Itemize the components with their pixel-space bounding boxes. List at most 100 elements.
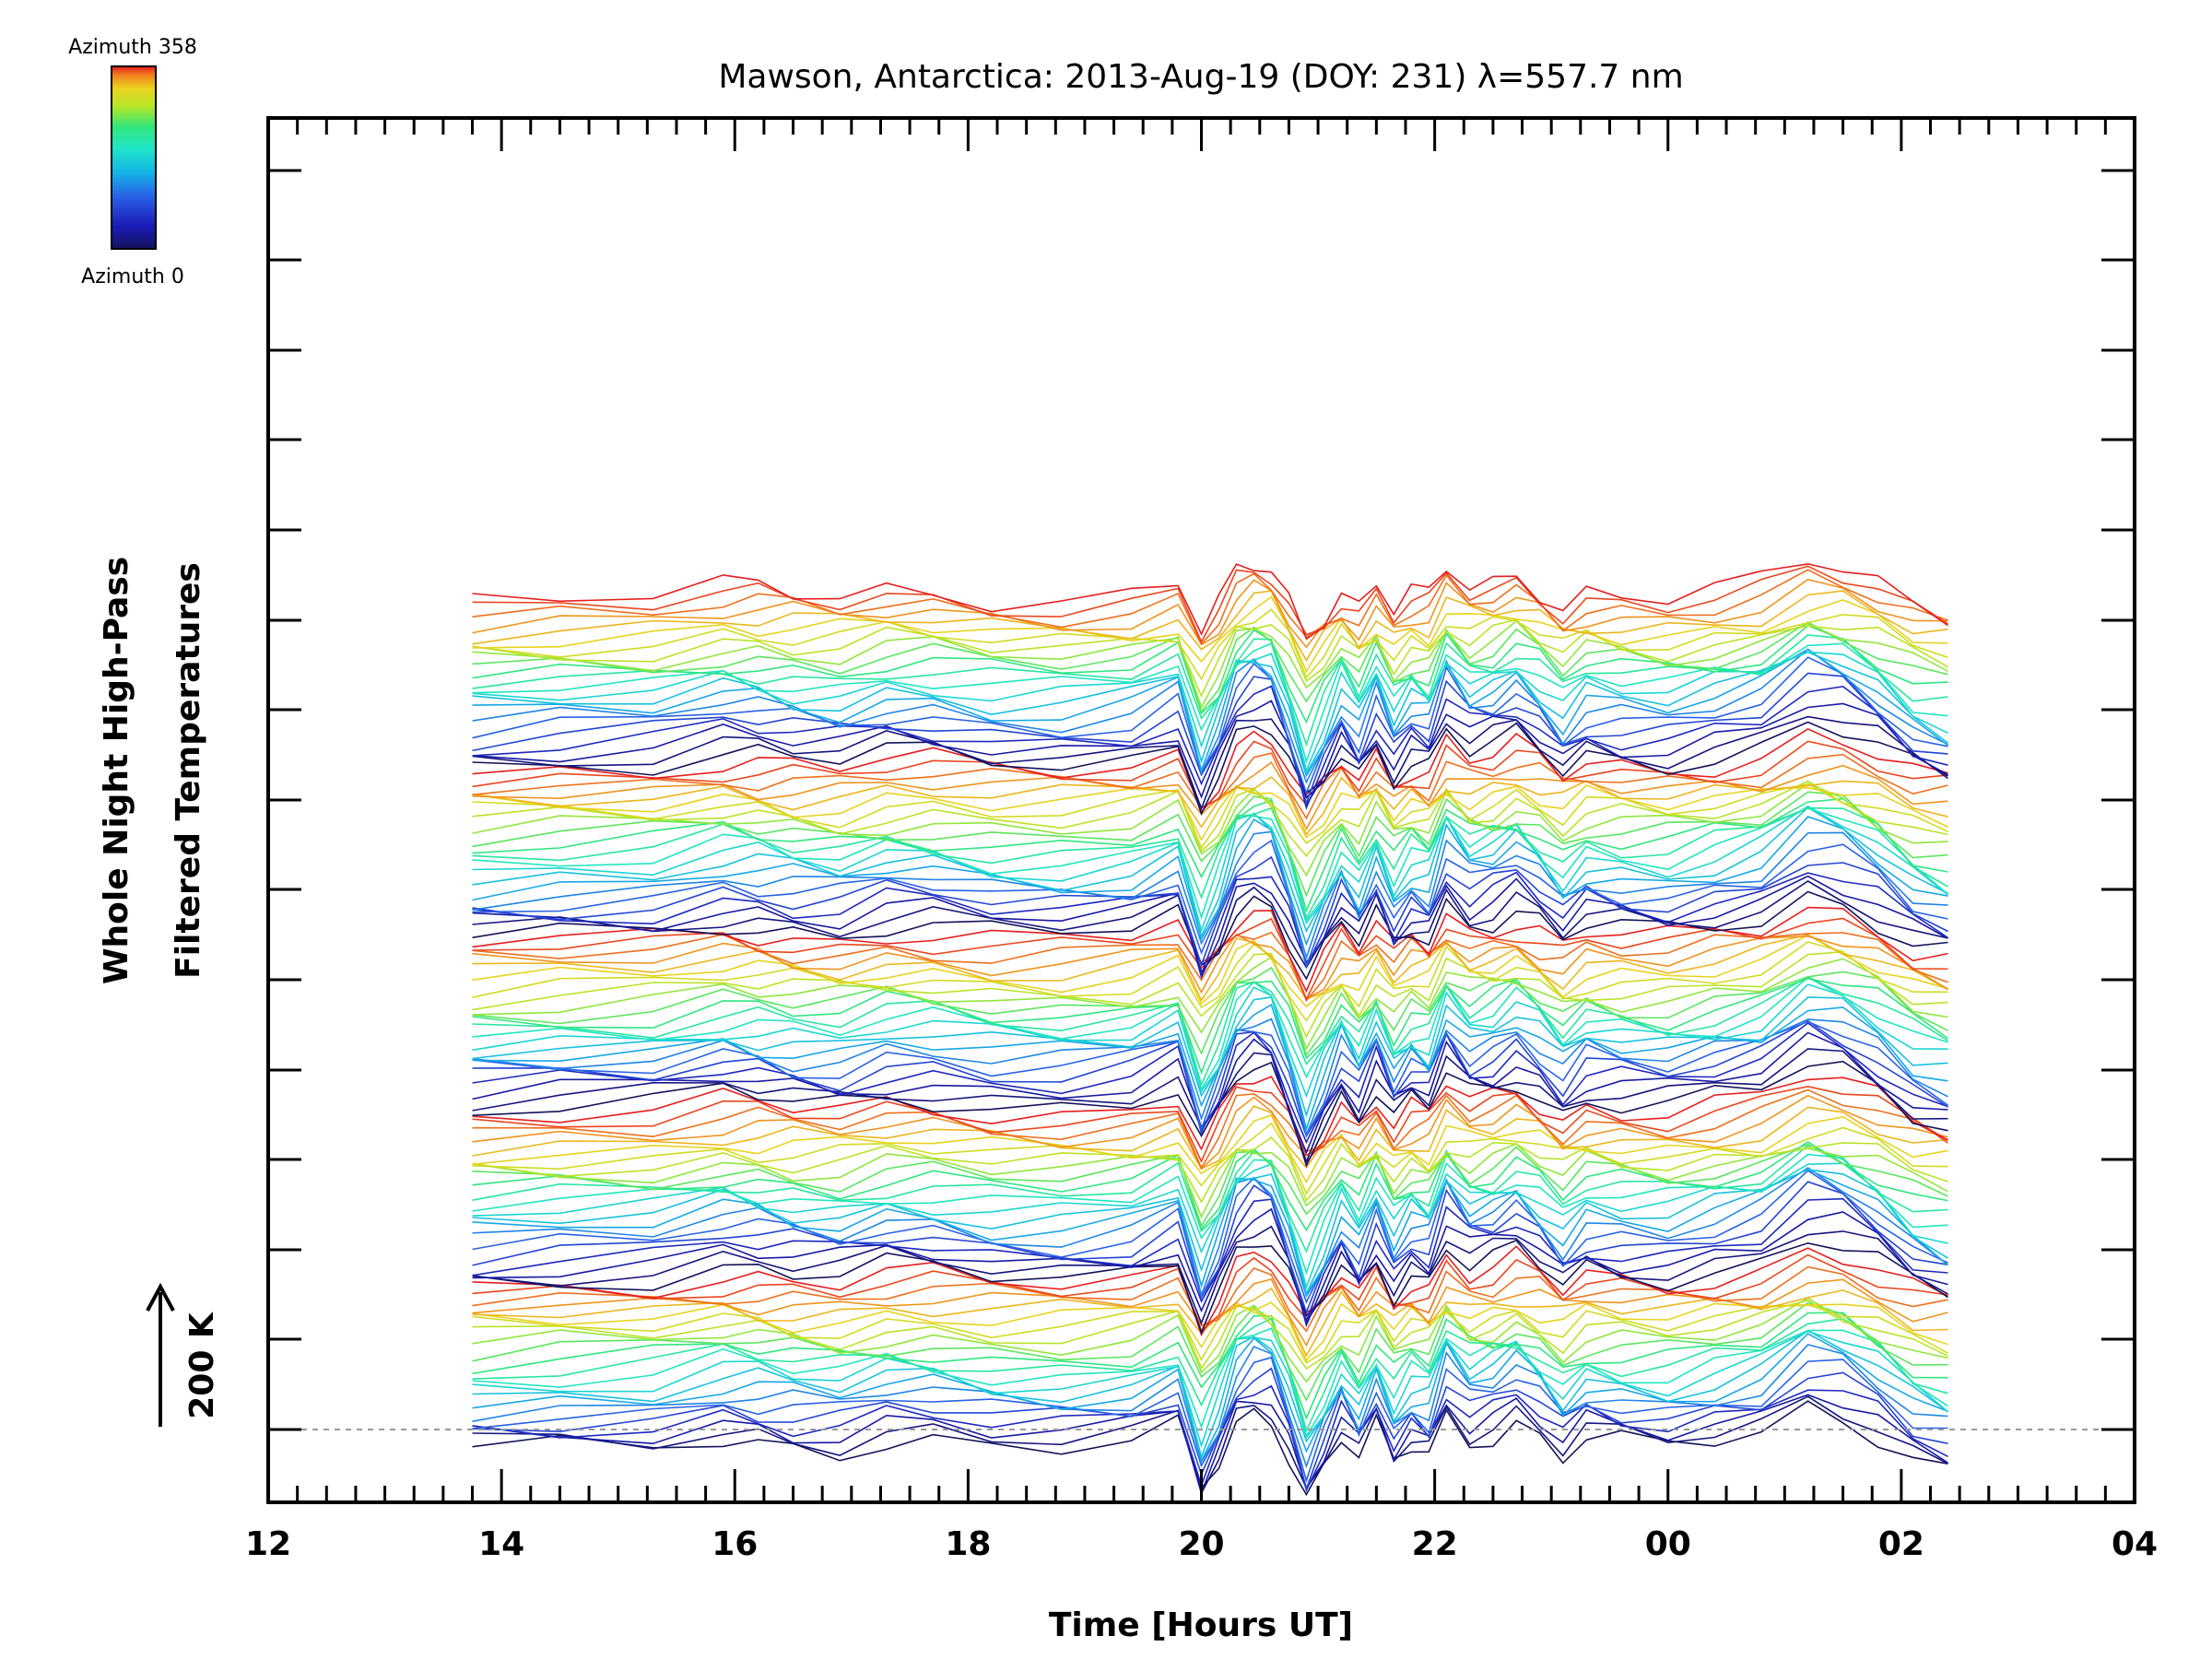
temperature-trace	[472, 1136, 1948, 1204]
temperature-trace	[472, 931, 1948, 1003]
temperature-trace	[472, 1394, 1948, 1496]
colorbar-top-label: Azimuth 358	[68, 36, 197, 59]
x-tick-label: 14	[478, 1525, 524, 1563]
temperature-trace	[472, 563, 1948, 641]
temperature-trace	[472, 1019, 1948, 1138]
temperature-trace	[472, 917, 1948, 1002]
temperature-trace	[472, 740, 1948, 809]
temperature-trace	[472, 875, 1948, 980]
temperature-trace	[472, 1181, 1948, 1315]
temperature-trace	[472, 715, 1948, 811]
x-tick-label: 22	[1412, 1525, 1458, 1563]
temperature-trace	[472, 1239, 1948, 1335]
x-tick-label: 12	[245, 1525, 291, 1563]
temperature-trace	[472, 783, 1948, 841]
temperature-trace	[472, 1265, 1948, 1333]
temperature-trace	[472, 656, 1948, 795]
temperature-trace	[472, 1317, 1948, 1433]
temperature-trace	[472, 721, 1948, 816]
temperature-trace	[472, 1048, 1948, 1164]
scale-bar-label: 200 K	[183, 1312, 221, 1419]
temperature-trace	[472, 1245, 1948, 1337]
temperature-trace	[472, 1143, 1948, 1219]
temperature-trace	[472, 975, 1948, 1088]
temperature-trace	[472, 1060, 1948, 1168]
temperature-trace	[472, 642, 1948, 764]
colorbar	[111, 65, 157, 250]
temperature-trace	[472, 1301, 1948, 1364]
temperature-trace	[472, 1356, 1948, 1484]
temperature-trace	[472, 1094, 1948, 1171]
temperature-trace	[472, 1076, 1948, 1164]
y-axis-label-line1: Whole Night High-Pass	[98, 557, 135, 984]
temperature-trace	[472, 1287, 1948, 1358]
temperature-trace	[472, 1141, 1948, 1232]
temperature-trace	[472, 1301, 1948, 1402]
temperature-trace	[472, 1301, 1948, 1362]
x-tick-label: 20	[1178, 1525, 1224, 1563]
scale-arrow	[146, 1282, 175, 1427]
temperature-trace	[472, 651, 1948, 773]
temperature-trace	[472, 855, 1948, 970]
temperature-trace	[472, 966, 1948, 1057]
x-tick-label: 16	[712, 1525, 758, 1563]
x-tick-label: 00	[1645, 1525, 1691, 1563]
temperature-trace	[472, 806, 1948, 921]
x-tick-label: 02	[1878, 1525, 1924, 1563]
temperature-trace	[472, 890, 1948, 981]
temperature-trace	[472, 996, 1948, 1118]
temperature-trace	[472, 871, 1948, 977]
temperature-trace	[472, 1004, 1948, 1132]
chart-title: Mawson, Antarctica: 2013-Aug-19 (DOY: 23…	[718, 58, 1683, 96]
temperature-trace	[472, 934, 1948, 1003]
temperature-trace	[472, 1018, 1948, 1137]
temperature-trace	[472, 1170, 1948, 1304]
temperature-trace	[472, 782, 1948, 850]
temperature-trace	[472, 933, 1948, 1000]
temperature-trace	[472, 1395, 1948, 1496]
temperature-trace	[472, 1299, 1948, 1371]
temperature-trace	[472, 880, 1948, 974]
temperature-trace	[472, 578, 1948, 649]
temperature-trace	[472, 624, 1948, 724]
y-axis-label-line2: Filtered Temperatures	[170, 562, 207, 979]
temperature-trace	[472, 941, 1948, 1022]
temperature-trace	[472, 1327, 1948, 1438]
temperature-trace	[472, 618, 1948, 699]
temperature-trace	[472, 565, 1948, 644]
temperature-trace	[472, 619, 1948, 710]
temperature-trace	[472, 569, 1948, 646]
temperature-trace	[472, 776, 1948, 836]
temperature-trace	[472, 1114, 1948, 1184]
temperature-trace	[472, 1384, 1948, 1493]
x-tick-label: 04	[2112, 1525, 2158, 1563]
temperature-trace	[472, 648, 1948, 784]
x-tick-label: 18	[945, 1525, 991, 1563]
temperature-trace	[472, 1088, 1948, 1170]
temperature-trace	[472, 782, 1948, 877]
temperature-trace	[472, 797, 1948, 913]
temperature-trace	[472, 806, 1948, 939]
temperature-trace	[472, 1020, 1948, 1137]
temperature-trace	[472, 1031, 1948, 1155]
temperature-trace	[472, 1085, 1948, 1163]
temperature-trace	[472, 1169, 1949, 1297]
temperature-trace	[472, 685, 1948, 811]
temperature-trace	[472, 978, 1948, 1075]
temperature-trace	[472, 934, 1948, 1008]
temperature-trace	[472, 805, 1949, 934]
temperature-trace	[472, 727, 1948, 814]
temperature-trace	[472, 976, 1948, 1092]
temperature-trace	[472, 1143, 1948, 1228]
temperature-trace	[472, 1297, 1948, 1383]
x-axis-label: Time [Hours UT]	[1049, 1606, 1353, 1644]
trace-group	[472, 563, 1949, 1497]
x-tick-labels: 12 14 16 18 20 22 00 02 04	[245, 1525, 2158, 1563]
temperature-trace	[472, 1167, 1948, 1298]
axis-ticks	[266, 118, 2136, 1502]
temperature-trace	[472, 648, 1948, 778]
temperature-trace	[472, 830, 1948, 960]
temperature-trace	[472, 621, 1948, 713]
temperature-trace	[472, 1329, 1948, 1460]
